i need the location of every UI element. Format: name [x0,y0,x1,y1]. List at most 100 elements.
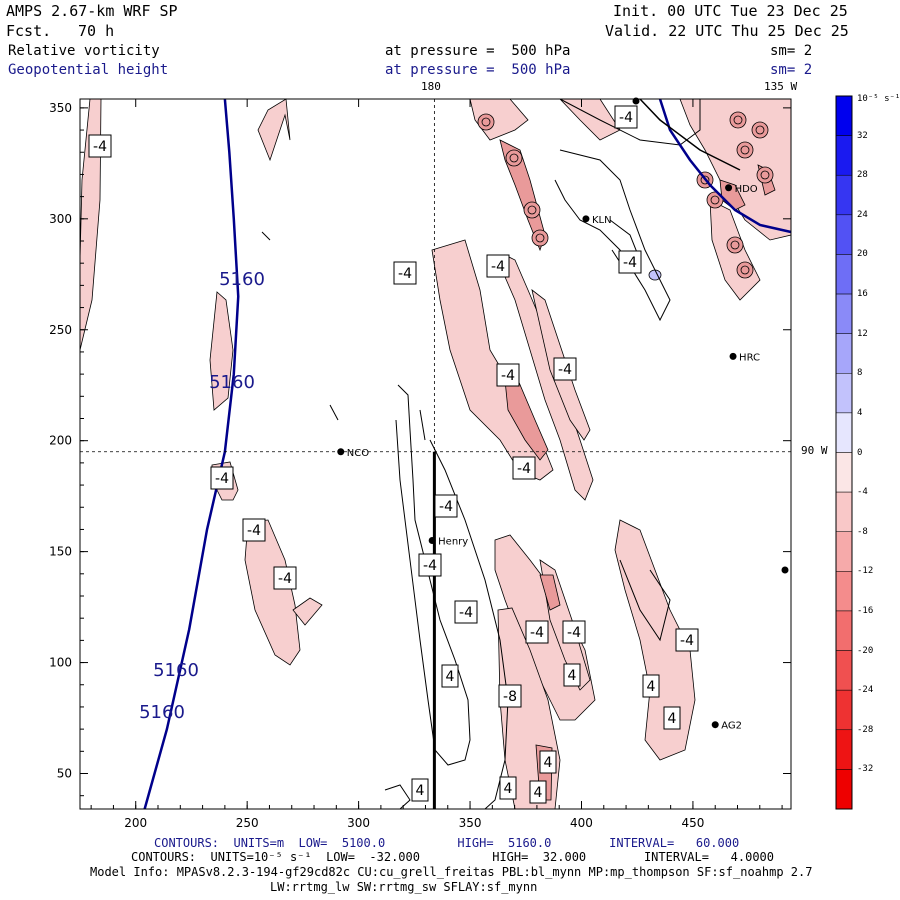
contour-label: 4 [416,783,425,799]
colorbar-segment [835,531,853,572]
plot-frame [79,98,792,810]
vorticity-maximum [531,229,549,247]
contour-label: -4 [501,368,515,384]
vorticity-maximum [736,141,754,159]
contour-label: 4 [504,781,513,797]
contour-label: -4 [398,266,412,282]
station-marker [337,448,345,456]
colorbar-tick-label: 12 [857,328,868,339]
colorbar-tick-label: 4 [857,407,863,418]
x-tick-label: 350 [459,816,482,830]
vorticity-maximum [477,113,495,131]
contour-label-box [539,750,557,774]
coastline [658,98,792,234]
station-label: KLN [592,215,612,226]
coastline-secondary [639,98,741,171]
footer-vorticity-contours: CONTOURS: UNITS=10⁻⁵ s⁻¹ LOW= -32.000 HI… [131,850,774,864]
colorbar-frame [835,95,853,810]
vorticity-maximum-inner [733,115,743,125]
vorticity-maximum [505,149,523,167]
contour-label-box [242,518,266,542]
contour-label-box [562,620,586,644]
colorbar-tick-label: -20 [857,645,874,656]
colorbar-tick-label: -16 [857,605,874,616]
vorticity-maximum-inner [740,265,750,275]
forecast-label: Fcst. [6,22,52,40]
vorticity-contour [395,384,471,766]
contour-label-box [525,620,549,644]
contour-label: -4 [459,605,473,621]
x-tick-label: 250 [236,816,259,830]
colorbar-tick-label: -28 [857,724,874,735]
contour-label: -8 [503,689,517,705]
contour-label-box [434,494,458,518]
contour-label: -4 [215,471,229,487]
vorticity-contour [384,784,411,810]
colorbar-segment [835,214,853,255]
y-tick-label: 250 [49,323,72,337]
vorticity-region [257,98,291,162]
colorbar-tick-label: -24 [857,685,874,696]
vorticity-region [559,98,621,141]
vorticity-region [614,519,696,761]
colorbar-segment [835,610,853,651]
field2-level: at pressure = 500 hPa [385,62,571,78]
contour-label-box [418,553,442,577]
colorbar-tick-label: -12 [857,566,874,577]
station-label: HRC [739,352,760,363]
x-tick-label: 450 [681,816,704,830]
x-tick-label: 200 [124,816,147,830]
vorticity-maximum [726,236,744,254]
geopotential-height-contour [143,98,240,810]
station-label: Henry [438,537,468,548]
station-marker [428,537,436,545]
vorticity-maximum [523,201,541,219]
footer-model-info: Model Info: MPASv8.2.3-194-gf29cd82c CU:… [90,865,813,879]
station-marker [632,97,640,105]
height-contour-label: 5160 [209,372,255,393]
colorbar-segment [835,650,853,691]
contour-label: -4 [680,633,694,649]
vorticity-contour [619,559,671,642]
vorticity-maximum-inner [527,205,537,215]
contour-label-box [486,254,510,278]
contour-label-box [499,776,517,800]
contour-label: 4 [544,755,553,771]
contour-label-box [618,250,642,274]
vorticity-maximum [706,191,724,209]
init-time: Init. 00 UTC Tue 23 Dec 25 [613,2,848,20]
y-tick-label: 200 [49,434,72,448]
colorbar-segment [835,412,853,453]
vorticity-region [292,597,323,626]
contour-label: -4 [619,110,633,126]
field1-level: at pressure = 500 hPa [385,43,571,59]
field1-sm: sm= 2 [770,43,813,59]
vorticity-region [501,254,594,501]
vorticity-core [504,379,549,461]
contour-label: 4 [568,668,577,684]
contour-label-box [663,706,681,730]
contour-label-box [553,357,577,381]
colorbar-tick-label: -32 [857,764,874,775]
contour-label: -4 [247,523,261,539]
contour-label-box [441,664,459,688]
vorticity-contour [554,149,671,322]
vorticity-contour [419,409,426,441]
y-tick-label: 50 [57,767,72,781]
field2-name: Geopotential height [8,62,169,78]
contour-label: -4 [517,461,531,477]
contour-label: -4 [278,571,292,587]
vorticity-maximum-inner [481,117,491,127]
contour-label-box [563,663,581,687]
vorticity-core [499,139,546,252]
vorticity-maximum [751,121,769,139]
contour-label-box [210,466,234,490]
valid-time: Valid. 22 UTC Thu 25 Dec 25 [605,22,849,40]
vorticity-maximum-inner [710,195,720,205]
field2-sm: sm= 2 [770,62,813,78]
field1-name: Relative vorticity [8,43,160,59]
colorbar-unit-label: 10⁻⁵ s⁻¹ [857,94,900,104]
colorbar-segment [835,293,853,334]
station-marker [729,352,737,360]
